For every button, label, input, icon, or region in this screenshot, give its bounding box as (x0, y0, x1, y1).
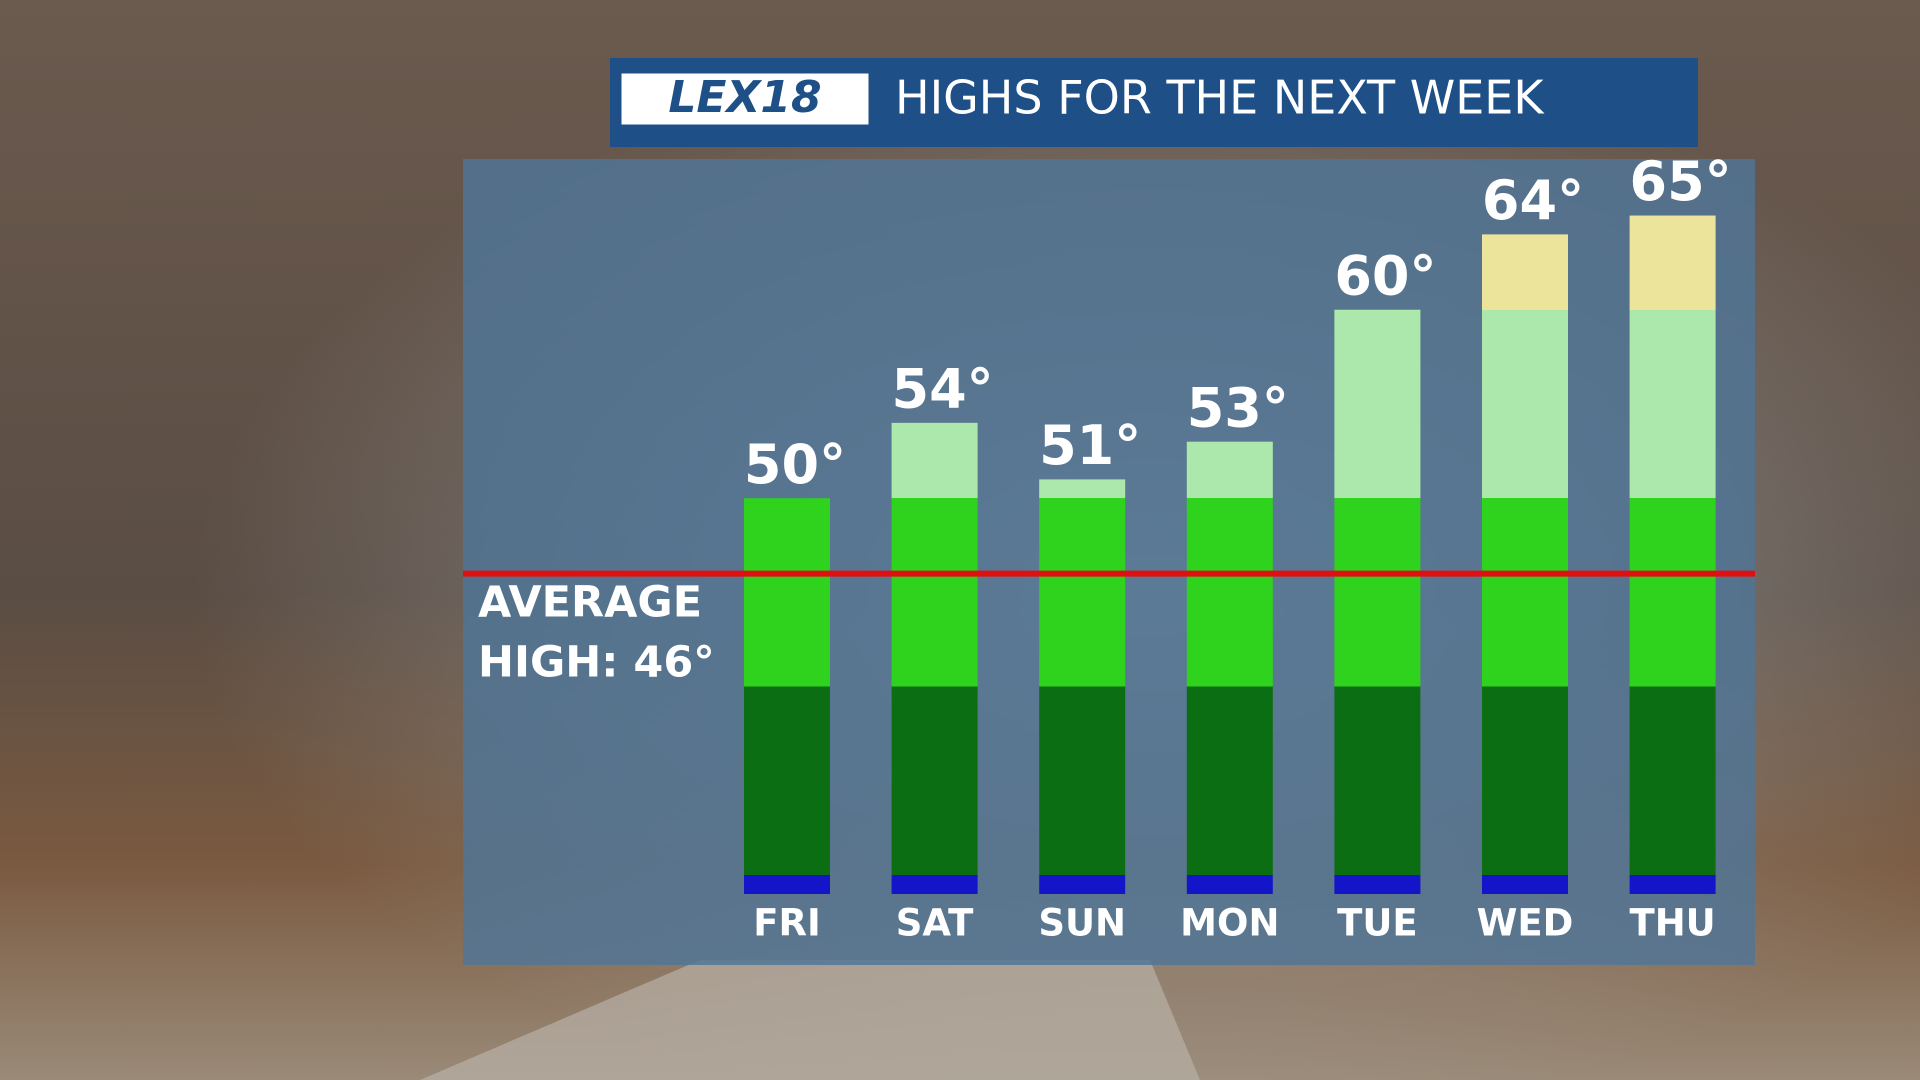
x-tick-label: MON (1180, 902, 1279, 945)
road (420, 960, 1200, 1080)
average-label: HIGH: 46° (478, 638, 715, 688)
value-label: 60° (1334, 244, 1436, 307)
logo-box (618, 70, 872, 128)
bar (891, 422, 978, 894)
bar (1482, 234, 1568, 894)
value-label: 51° (1039, 414, 1141, 477)
x-tick-label: TUE (1337, 902, 1418, 945)
bar (1629, 215, 1716, 895)
x-tick-label: WED (1477, 902, 1574, 945)
value-label: 54° (892, 357, 994, 420)
logo: LEX18 (668, 72, 821, 123)
value-label: 50° (744, 433, 846, 496)
x-tick-label: FRI (753, 902, 821, 945)
x-tick-label: THU (1629, 902, 1715, 945)
value-label: 53° (1187, 376, 1289, 439)
chart-title: HIGHS FOR THE NEXT WEEK (895, 71, 1545, 125)
x-tick-label: SAT (896, 902, 974, 945)
value-label: 64° (1482, 169, 1584, 232)
value-label: 65° (1630, 150, 1732, 213)
bar (1039, 479, 1126, 894)
bar (744, 498, 830, 894)
bar (1186, 441, 1273, 894)
x-tick-label: SUN (1038, 902, 1126, 945)
average-label: AVERAGE (478, 578, 702, 628)
bar (1334, 309, 1421, 894)
